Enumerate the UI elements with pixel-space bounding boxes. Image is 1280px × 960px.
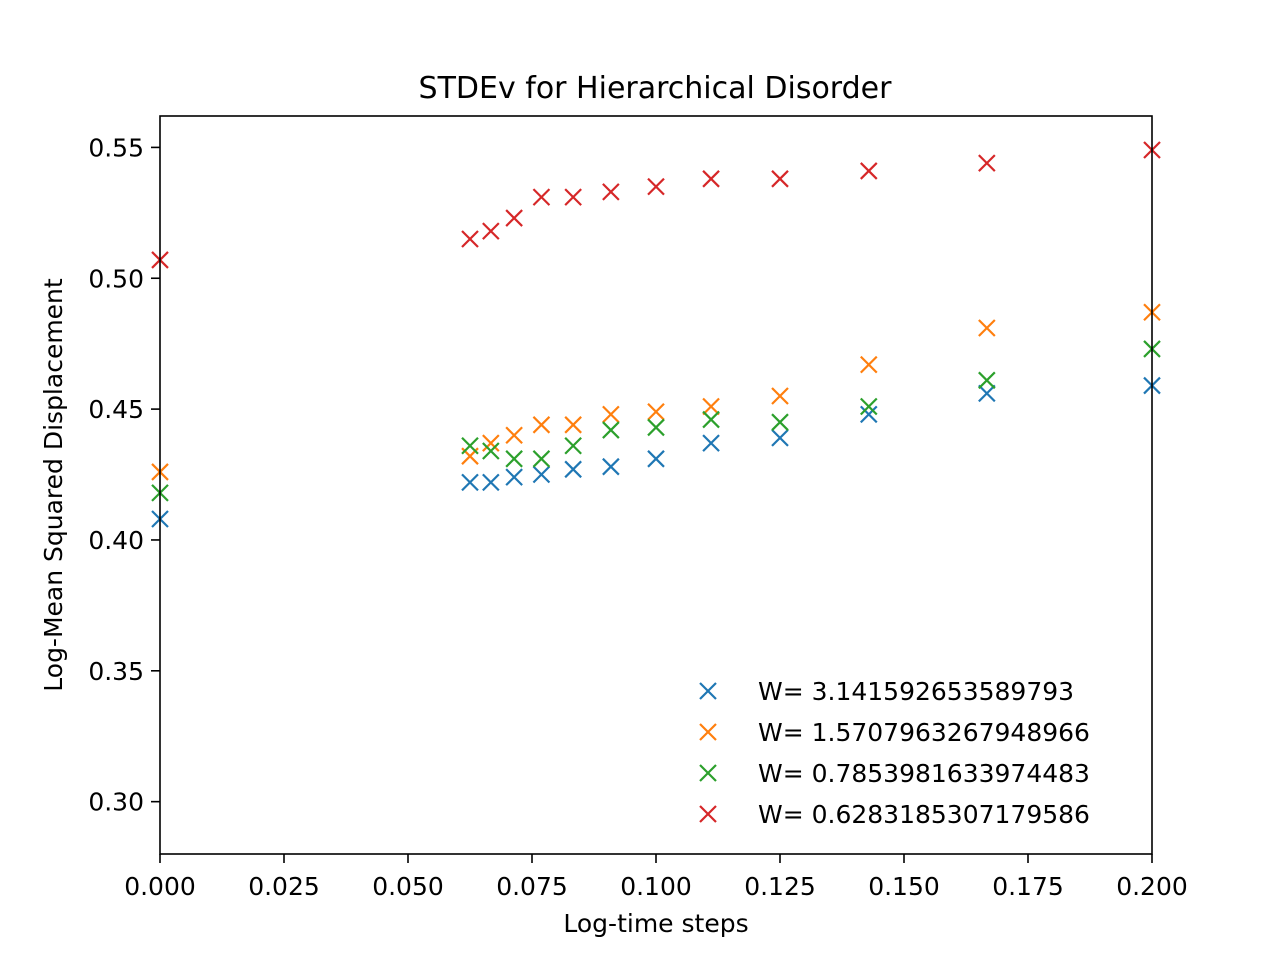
series-1 — [151, 376, 1161, 528]
legend-item: W= 0.7853981633974483 — [699, 759, 1090, 788]
legend-label: W= 0.7853981633974483 — [758, 759, 1090, 788]
data-point — [702, 410, 720, 429]
legend-label: W= 3.141592653589793 — [758, 677, 1074, 706]
data-point — [505, 450, 523, 468]
x-tick-label: 0.150 — [868, 872, 940, 901]
data-point — [771, 413, 789, 431]
data-point — [564, 188, 582, 206]
y-tick-label: 0.45 — [88, 395, 144, 424]
y-tick-label: 0.30 — [88, 788, 144, 817]
legend: W= 3.141592653589793 W= 1.570796326794896… — [699, 677, 1090, 829]
legend-marker — [699, 805, 717, 823]
data-point — [647, 402, 665, 421]
data-point — [978, 319, 996, 337]
legend-marker — [699, 682, 717, 700]
data-point — [461, 436, 479, 455]
data-point — [702, 170, 720, 188]
series-3 — [151, 340, 1161, 502]
data-point — [602, 405, 620, 424]
y-tick-label: 0.55 — [88, 133, 144, 162]
data-point — [564, 416, 582, 434]
data-point — [860, 397, 878, 416]
legend-item: W= 1.5707963267948966 — [699, 718, 1090, 747]
data-point — [564, 460, 582, 479]
y-tick-label: 0.40 — [88, 526, 144, 555]
data-point — [771, 429, 789, 447]
x-tick-label: 0.075 — [496, 872, 568, 901]
data-point — [602, 183, 620, 201]
data-point — [505, 426, 523, 445]
data-point — [532, 416, 551, 434]
y-axis-label: Log-Mean Squared Displacement — [39, 278, 68, 692]
y-axis: 0.30 0.35 0.40 0.45 0.50 0.55 — [88, 133, 160, 817]
data-point — [702, 434, 720, 452]
data-point — [482, 473, 500, 492]
data-point — [771, 387, 789, 405]
data-point — [461, 473, 479, 492]
series-4 — [151, 141, 1161, 269]
legend-item: W= 0.6283185307179586 — [699, 800, 1090, 829]
x-tick-label: 0.200 — [1116, 872, 1188, 901]
legend-marker — [699, 764, 717, 782]
y-tick-label: 0.50 — [88, 264, 144, 293]
data-point — [978, 384, 996, 403]
data-point — [647, 177, 665, 196]
data-point — [532, 450, 551, 468]
data-point — [978, 154, 996, 172]
data-point — [564, 436, 582, 455]
data-point — [647, 450, 665, 468]
data-point — [532, 188, 551, 206]
y-tick-label: 0.35 — [88, 657, 144, 686]
data-point — [860, 162, 878, 180]
data-point — [505, 209, 523, 227]
x-tick-label: 0.025 — [248, 872, 320, 901]
legend-label: W= 1.5707963267948966 — [758, 718, 1090, 747]
x-tick-label: 0.000 — [124, 872, 196, 901]
data-point — [702, 397, 720, 416]
x-tick-label: 0.175 — [992, 872, 1064, 901]
legend-marker — [699, 723, 717, 741]
x-tick-label: 0.125 — [744, 872, 816, 901]
data-point — [771, 170, 789, 188]
plot-marks — [151, 141, 1161, 528]
x-axis: 0.000 0.025 0.050 0.075 0.100 0.125 0.150 0.175… — [124, 854, 1188, 901]
data-point — [860, 355, 878, 374]
data-point — [860, 405, 878, 424]
legend-label: W= 0.6283185307179586 — [758, 800, 1090, 829]
legend-item: W= 3.141592653589793 — [699, 677, 1074, 706]
data-point — [532, 465, 551, 484]
data-point — [482, 222, 500, 240]
data-point — [505, 468, 523, 486]
data-point — [978, 371, 996, 390]
data-point — [647, 418, 665, 437]
data-point — [602, 457, 620, 476]
x-tick-label: 0.100 — [620, 872, 692, 901]
data-point — [602, 421, 620, 439]
data-point — [461, 230, 479, 248]
data-point — [482, 434, 500, 452]
data-point — [482, 442, 500, 460]
x-tick-label: 0.050 — [372, 872, 444, 901]
x-axis-label: Log-time steps — [563, 909, 748, 938]
chart-title: STDEv for Hierarchical Disorder — [419, 71, 893, 106]
